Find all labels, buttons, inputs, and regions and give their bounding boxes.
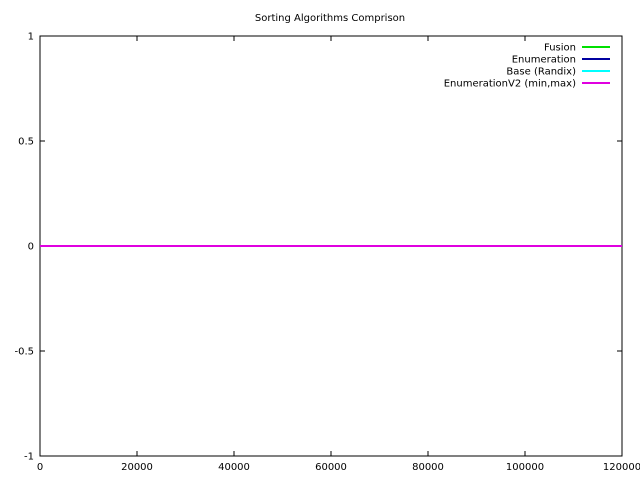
legend-label: Base (Randix) [506, 67, 576, 78]
x-tick-label: 20000 [121, 462, 153, 473]
x-tick-label: 120000 [603, 462, 640, 473]
x-tick-label: 0 [37, 462, 43, 473]
y-tick-label: 1 [28, 32, 34, 43]
x-tick-label: 80000 [412, 462, 444, 473]
chart-title: Sorting Algorithms Comprison [255, 13, 405, 24]
legend-label: EnumerationV2 (min,max) [444, 79, 576, 90]
y-tick-label: -0.5 [14, 347, 34, 358]
legend-label: Enumeration [512, 55, 576, 66]
axes: 0 20000 40000 60000 80000 100000 120000 1 0.5 0 -0… [14, 32, 640, 474]
legend-label: Fusion [544, 43, 576, 54]
x-tick-label: 40000 [218, 462, 250, 473]
y-tick-label: -1 [24, 452, 34, 463]
y-tick-label: 0 [28, 242, 34, 253]
x-tick-label: 100000 [506, 462, 544, 473]
x-tick-label: 60000 [315, 462, 347, 473]
y-tick-label: 0.5 [18, 137, 34, 148]
